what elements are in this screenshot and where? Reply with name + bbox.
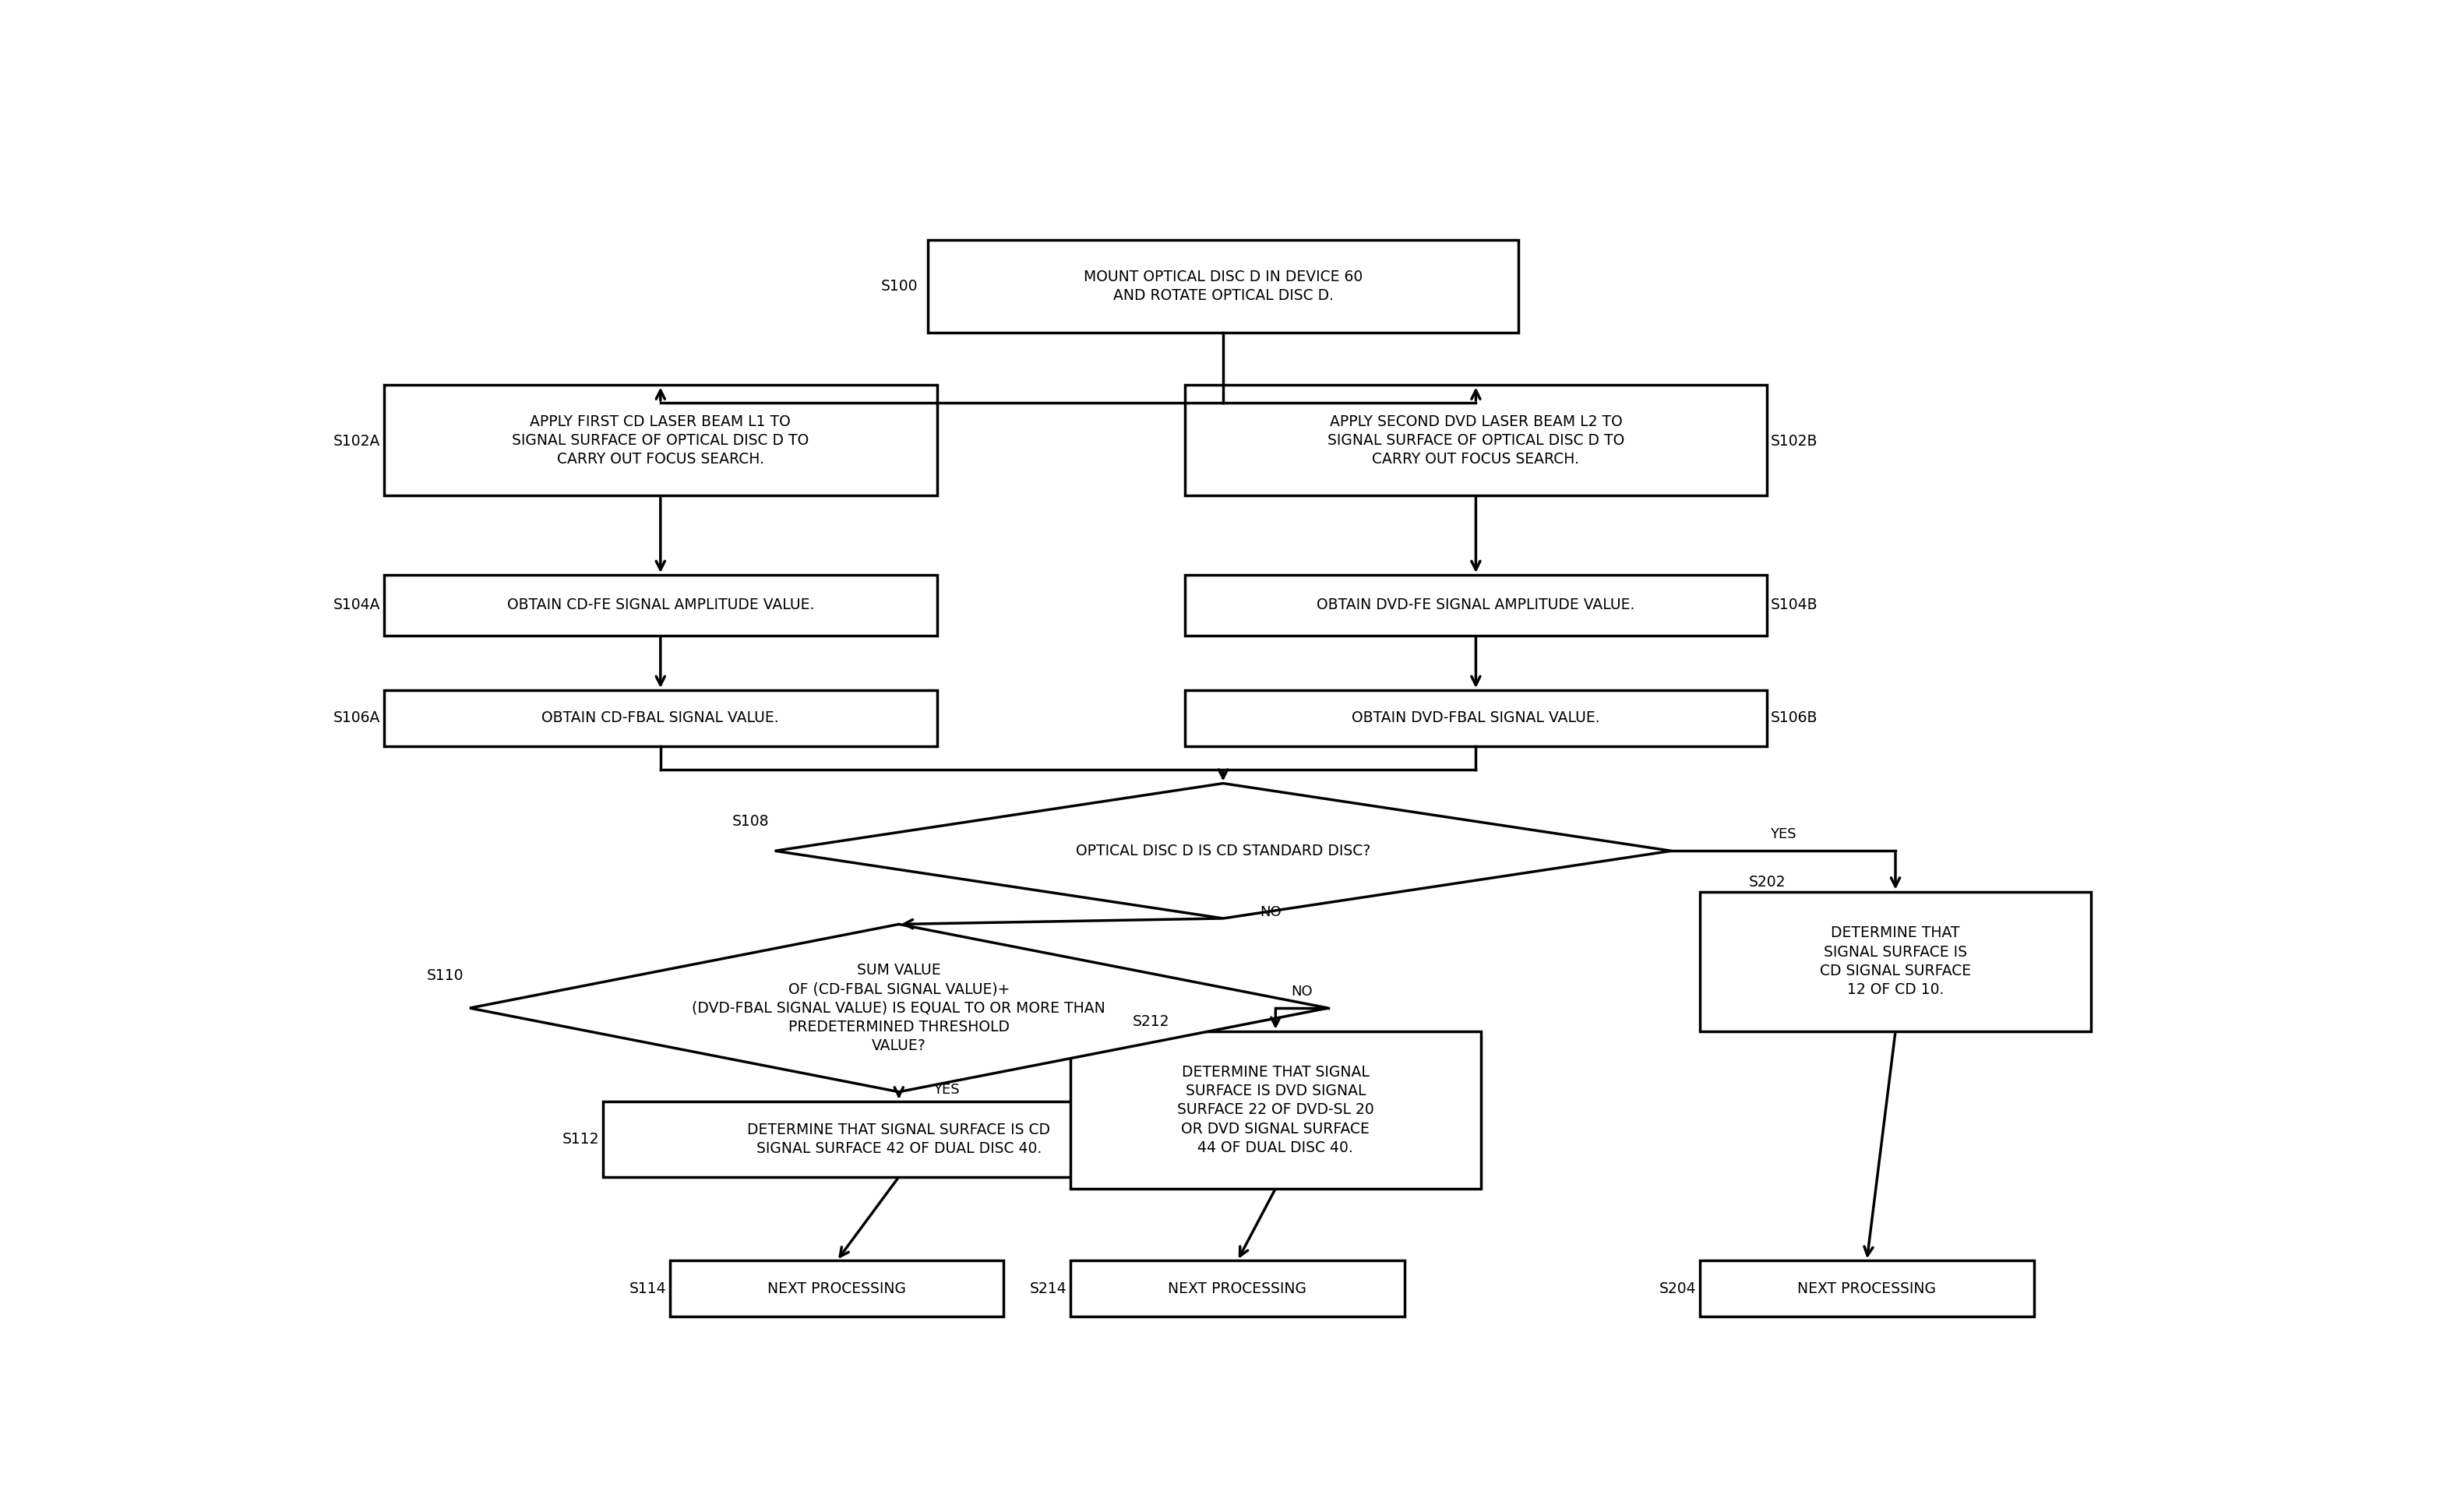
Text: DETERMINE THAT SIGNAL
SURFACE IS DVD SIGNAL
SURFACE 22 OF DVD-SL 20
OR DVD SIGNA: DETERMINE THAT SIGNAL SURFACE IS DVD SIG… [1176, 1064, 1373, 1155]
Text: OPTICAL DISC D IS CD STANDARD DISC?: OPTICAL DISC D IS CD STANDARD DISC? [1075, 844, 1371, 859]
FancyBboxPatch shape [1071, 1261, 1405, 1317]
Text: YES: YES [1769, 827, 1797, 842]
FancyBboxPatch shape [1186, 689, 1767, 745]
Text: S104B: S104B [1769, 597, 1819, 612]
Text: NEXT PROCESSING: NEXT PROCESSING [768, 1281, 906, 1296]
Text: NEXT PROCESSING: NEXT PROCESSING [1797, 1281, 1937, 1296]
Text: MOUNT OPTICAL DISC D IN DEVICE 60
AND ROTATE OPTICAL DISC D.: MOUNT OPTICAL DISC D IN DEVICE 60 AND RO… [1083, 269, 1363, 302]
Text: S106A: S106A [332, 711, 379, 726]
FancyBboxPatch shape [1701, 892, 2092, 1031]
Text: OBTAIN CD-FE SIGNAL AMPLITUDE VALUE.: OBTAIN CD-FE SIGNAL AMPLITUDE VALUE. [507, 597, 815, 612]
Text: DETERMINE THAT
SIGNAL SURFACE IS
CD SIGNAL SURFACE
12 OF CD 10.: DETERMINE THAT SIGNAL SURFACE IS CD SIGN… [1819, 925, 1971, 998]
Text: S110: S110 [428, 968, 465, 983]
Text: S108: S108 [733, 815, 770, 829]
Text: NO: NO [1260, 906, 1282, 919]
FancyBboxPatch shape [384, 386, 938, 496]
Text: SUM VALUE
OF (CD-FBAL SIGNAL VALUE)+
(DVD-FBAL SIGNAL VALUE) IS EQUAL TO OR MORE: SUM VALUE OF (CD-FBAL SIGNAL VALUE)+ (DV… [692, 963, 1105, 1054]
FancyBboxPatch shape [928, 240, 1518, 333]
Text: S112: S112 [564, 1132, 600, 1148]
FancyBboxPatch shape [1701, 1261, 2033, 1317]
Text: OBTAIN DVD-FE SIGNAL AMPLITUDE VALUE.: OBTAIN DVD-FE SIGNAL AMPLITUDE VALUE. [1317, 597, 1634, 612]
Polygon shape [470, 924, 1329, 1092]
FancyBboxPatch shape [1071, 1031, 1482, 1188]
Text: YES: YES [933, 1083, 960, 1096]
FancyBboxPatch shape [384, 689, 938, 745]
Text: S212: S212 [1132, 1015, 1169, 1030]
Text: OBTAIN CD-FBAL SIGNAL VALUE.: OBTAIN CD-FBAL SIGNAL VALUE. [541, 711, 780, 726]
Text: NEXT PROCESSING: NEXT PROCESSING [1169, 1281, 1307, 1296]
Text: DETERMINE THAT SIGNAL SURFACE IS CD
SIGNAL SURFACE 42 OF DUAL DISC 40.: DETERMINE THAT SIGNAL SURFACE IS CD SIGN… [748, 1122, 1051, 1155]
Text: S204: S204 [1659, 1281, 1696, 1296]
Text: OBTAIN DVD-FBAL SIGNAL VALUE.: OBTAIN DVD-FBAL SIGNAL VALUE. [1351, 711, 1600, 726]
Text: S100: S100 [881, 278, 918, 293]
Text: S102A: S102A [332, 434, 379, 449]
FancyBboxPatch shape [669, 1261, 1004, 1317]
Polygon shape [775, 783, 1671, 918]
Text: APPLY FIRST CD LASER BEAM L1 TO
SIGNAL SURFACE OF OPTICAL DISC D TO
CARRY OUT FO: APPLY FIRST CD LASER BEAM L1 TO SIGNAL S… [512, 414, 810, 467]
Text: S106B: S106B [1769, 711, 1819, 726]
Text: APPLY SECOND DVD LASER BEAM L2 TO
SIGNAL SURFACE OF OPTICAL DISC D TO
CARRY OUT : APPLY SECOND DVD LASER BEAM L2 TO SIGNAL… [1326, 414, 1624, 467]
FancyBboxPatch shape [603, 1101, 1194, 1176]
Text: S214: S214 [1029, 1281, 1066, 1296]
Text: S102B: S102B [1769, 434, 1819, 449]
Text: S104A: S104A [332, 597, 379, 612]
FancyBboxPatch shape [1186, 386, 1767, 496]
Text: NO: NO [1292, 984, 1312, 999]
Text: S114: S114 [630, 1281, 667, 1296]
Text: S202: S202 [1750, 875, 1787, 889]
FancyBboxPatch shape [1186, 575, 1767, 635]
FancyBboxPatch shape [384, 575, 938, 635]
